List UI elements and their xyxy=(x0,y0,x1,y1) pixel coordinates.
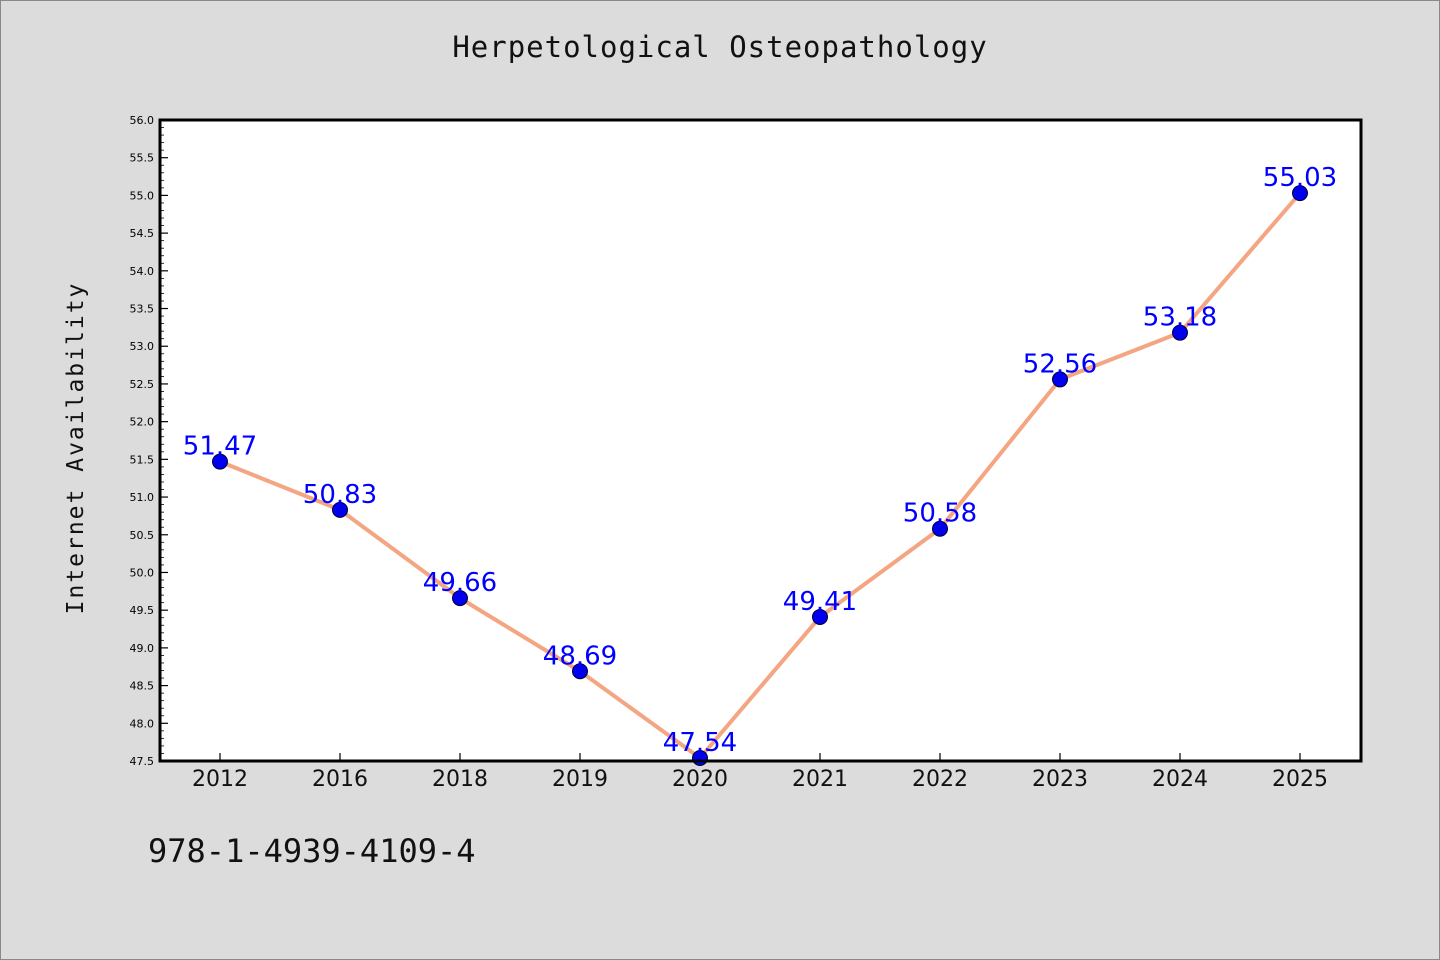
x-tick-label: 2021 xyxy=(792,767,848,792)
y-tick-label: 48.0 xyxy=(130,717,155,730)
data-point xyxy=(452,590,468,607)
x-tick-label: 2016 xyxy=(312,767,368,792)
data-label: 55.03 xyxy=(1263,163,1337,193)
y-tick-label: 51.5 xyxy=(130,453,155,466)
x-tick-label: 2019 xyxy=(552,767,608,792)
plot-frame xyxy=(158,118,1363,763)
y-tick-label: 53.5 xyxy=(130,303,155,316)
y-tick-label: 50.0 xyxy=(130,566,155,579)
data-point xyxy=(212,453,228,470)
data-point xyxy=(1292,185,1308,202)
x-tick-label: 2024 xyxy=(1152,767,1208,792)
y-tick-label: 54.5 xyxy=(130,227,155,240)
x-tick-label: 2022 xyxy=(912,767,968,792)
data-point xyxy=(932,520,948,537)
data-label: 50.58 xyxy=(903,499,977,529)
data-label: 51.47 xyxy=(183,432,257,462)
data-label: 53.18 xyxy=(1143,303,1217,333)
data-label: 52.56 xyxy=(1023,349,1097,379)
data-label: 48.69 xyxy=(543,641,617,671)
chart-title: Herpetological Osteopathology xyxy=(452,30,988,64)
y-tick-label: 52.5 xyxy=(130,378,155,391)
y-tick-label: 55.0 xyxy=(130,189,155,202)
data-label: 47.54 xyxy=(663,728,737,758)
x-axis-ticks: 2012 2016 2018 2019 2020 2021 2022 2023 2024 2025 xyxy=(192,753,1328,792)
x-tick-label: 2020 xyxy=(672,767,728,792)
y-tick-label: 47.5 xyxy=(130,755,155,768)
y-tick-label: 53.0 xyxy=(130,340,155,353)
y-tick-label: 49.0 xyxy=(130,642,155,655)
y-tick-label: 55.5 xyxy=(130,152,155,165)
data-label: 50.83 xyxy=(303,480,377,510)
y-tick-label: 50.5 xyxy=(130,529,155,542)
data-point xyxy=(572,663,588,680)
y-tick-label: 48.5 xyxy=(130,680,155,693)
y-tick-label: 54.0 xyxy=(130,265,155,278)
x-tick-label: 2012 xyxy=(192,767,248,792)
y-axis-ticks: 47.5 48.0 48.5 49.0 49.5 50.0 50.5 51.0 51.5 52.0… xyxy=(130,114,168,768)
data-point xyxy=(1052,371,1068,388)
y-tick-label: 52.0 xyxy=(130,416,155,429)
y-tick-label: 56.0 xyxy=(130,114,155,127)
x-tick-label: 2023 xyxy=(1032,767,1088,792)
plot-area xyxy=(160,120,1361,761)
data-label: 49.41 xyxy=(783,587,857,617)
y-tick-label: 49.5 xyxy=(130,604,155,617)
data-point xyxy=(812,608,828,625)
data-label: 49.66 xyxy=(423,568,497,598)
isbn-label: 978-1-4939-4109-4 xyxy=(148,832,476,870)
data-labels-group: 51.47 50.83 49.66 48.69 47.54 49.41 50.58 52.56… xyxy=(183,163,1337,758)
data-point xyxy=(1172,324,1188,341)
series-line xyxy=(218,191,1302,760)
x-tick-label: 2025 xyxy=(1272,767,1328,792)
data-point xyxy=(332,501,348,518)
x-tick-label: 2018 xyxy=(432,767,488,792)
series-line-group xyxy=(218,191,1302,760)
y-tick-label: 51.0 xyxy=(130,491,155,504)
